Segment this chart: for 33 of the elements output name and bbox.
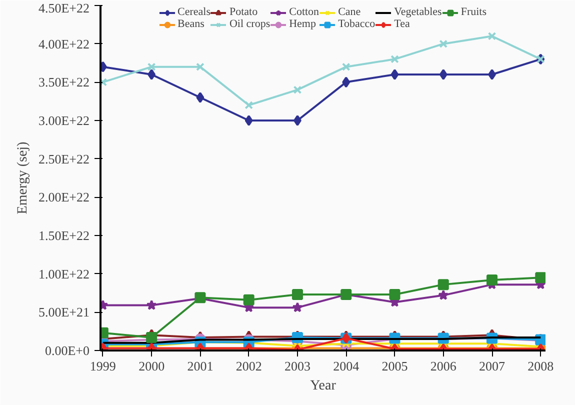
x-tick-label: 2001 bbox=[187, 358, 214, 374]
y-tick-label: 0.00E+0 bbox=[44, 343, 90, 358]
legend-label: Potato bbox=[229, 6, 258, 18]
legend-label: Cotton bbox=[289, 6, 320, 18]
legend-label: Hemp bbox=[289, 18, 316, 30]
legend-label: Tea bbox=[394, 18, 411, 30]
legend-label: Fruits bbox=[460, 6, 487, 18]
legend-label: Vegetables bbox=[394, 6, 442, 18]
x-tick-label: 2000 bbox=[138, 358, 165, 374]
legend-label: Oil crops bbox=[229, 18, 270, 30]
y-tick-label: 2.50E+22 bbox=[38, 151, 90, 166]
y-tick-label: 5.00E+21 bbox=[38, 304, 90, 320]
x-tick-label: 2007 bbox=[479, 358, 506, 374]
x-tick-label: 2006 bbox=[430, 358, 457, 374]
y-tick-label: 3.00E+22 bbox=[38, 113, 90, 128]
x-tick-label: 1999 bbox=[90, 358, 116, 374]
y-tick-label: 1.50E+22 bbox=[38, 228, 90, 243]
x-tick-label: 2004 bbox=[333, 358, 360, 374]
x-tick-label: 2005 bbox=[382, 358, 408, 374]
y-tick-label: 2.00E+22 bbox=[38, 190, 90, 205]
y-tick-label: 4.00E+22 bbox=[38, 36, 90, 52]
y-tick-label: 1.00E+22 bbox=[38, 266, 90, 282]
x-axis-title: Year bbox=[310, 378, 336, 394]
legend-label: Beans bbox=[177, 18, 204, 30]
legend-label: Cereals bbox=[177, 6, 210, 18]
x-tick-label: 2002 bbox=[236, 358, 262, 374]
legend-label: Cane bbox=[338, 6, 361, 18]
x-tick-label: 2008 bbox=[528, 358, 554, 374]
x-tick-label: 2003 bbox=[284, 358, 310, 374]
y-tick-label: 4.50E+22 bbox=[38, 0, 90, 16]
legend-label: Tobacco bbox=[338, 18, 376, 30]
y-axis-title: Emergy (sej) bbox=[15, 141, 30, 214]
y-tick-label: 3.50E+22 bbox=[38, 74, 90, 90]
